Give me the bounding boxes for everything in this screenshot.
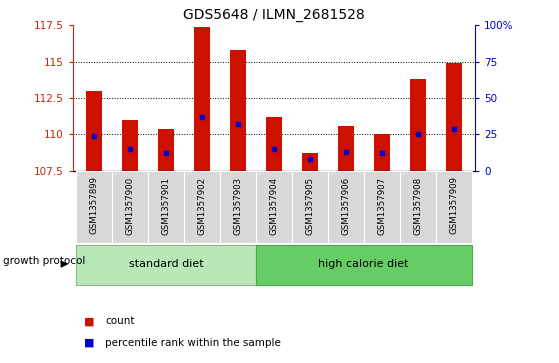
Title: GDS5648 / ILMN_2681528: GDS5648 / ILMN_2681528 [183, 8, 365, 22]
Bar [256, 245, 472, 285]
Text: GSM1357900: GSM1357900 [126, 176, 135, 234]
Text: GSM1357899: GSM1357899 [90, 176, 99, 234]
Bar [373, 134, 390, 171]
Bar [194, 27, 210, 171]
Bar [76, 171, 112, 243]
Bar [364, 171, 400, 243]
Text: ■: ■ [84, 316, 94, 326]
Text: standard diet: standard diet [129, 259, 203, 269]
Bar [446, 63, 462, 171]
Bar [184, 171, 220, 243]
Text: GSM1357904: GSM1357904 [269, 176, 278, 234]
Bar [112, 171, 148, 243]
Bar [338, 126, 354, 171]
Bar [220, 171, 256, 243]
Text: GSM1357906: GSM1357906 [342, 176, 350, 234]
Text: GSM1357901: GSM1357901 [162, 176, 170, 234]
Text: ■: ■ [84, 338, 94, 348]
Text: count: count [105, 316, 135, 326]
Bar [400, 171, 435, 243]
Text: growth protocol: growth protocol [3, 256, 85, 266]
Bar [266, 117, 282, 171]
Bar [76, 245, 256, 285]
Text: GSM1357902: GSM1357902 [197, 176, 206, 234]
Text: GSM1357907: GSM1357907 [377, 176, 386, 234]
Bar [292, 171, 328, 243]
Text: GSM1357909: GSM1357909 [449, 176, 458, 234]
Bar [122, 120, 138, 171]
Bar [302, 153, 318, 171]
Bar [256, 171, 292, 243]
Text: GSM1357908: GSM1357908 [413, 176, 422, 234]
Bar [148, 171, 184, 243]
Text: GSM1357903: GSM1357903 [234, 176, 243, 234]
Bar [86, 91, 102, 171]
Text: high calorie diet: high calorie diet [319, 259, 409, 269]
Bar [158, 129, 174, 171]
Bar [410, 79, 426, 171]
Bar [230, 50, 246, 171]
Bar [328, 171, 364, 243]
Text: percentile rank within the sample: percentile rank within the sample [105, 338, 281, 348]
Bar [435, 171, 472, 243]
Text: GSM1357905: GSM1357905 [305, 176, 314, 234]
